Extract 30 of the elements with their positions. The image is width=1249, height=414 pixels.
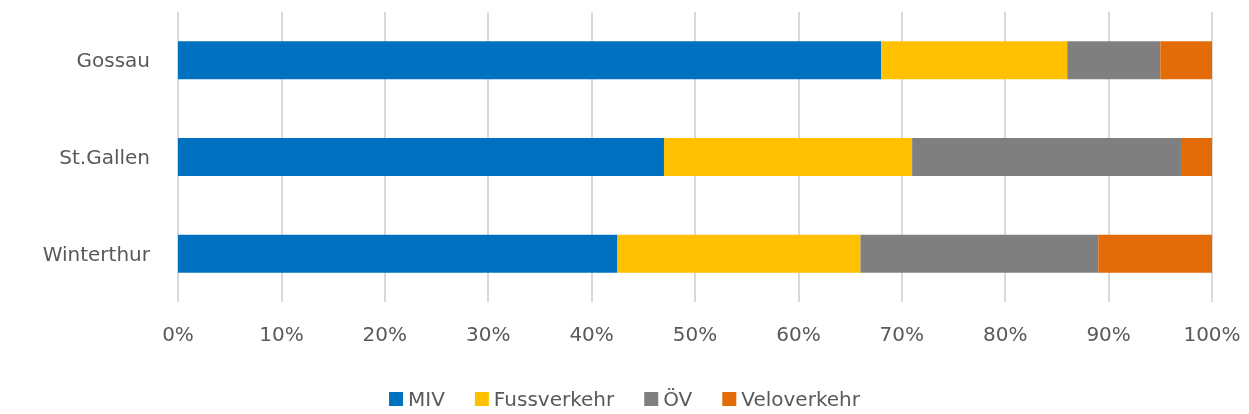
bar <box>860 234 1099 273</box>
bar <box>178 234 618 273</box>
bar <box>617 234 861 273</box>
legend-label: MIV <box>408 387 446 411</box>
bar <box>178 41 882 80</box>
bar <box>1067 41 1161 80</box>
x-tick-label: 90% <box>1086 322 1131 346</box>
x-tick-label: 80% <box>982 322 1028 346</box>
bar <box>912 138 1181 176</box>
x-tick-label: 0% <box>162 322 194 346</box>
legend-label: Fussverkehr <box>493 387 616 411</box>
x-tick-label: 10% <box>259 322 304 346</box>
bar <box>881 41 1068 80</box>
x-tick-label: 40% <box>569 322 614 346</box>
legend-label: ÖV <box>663 387 693 411</box>
bar <box>1180 138 1212 176</box>
x-tick-label: 50% <box>672 322 718 346</box>
bar <box>1098 234 1212 273</box>
y-tick-label: St.Gallen <box>59 145 150 169</box>
bar <box>663 138 913 176</box>
y-tick-label: Winterthur <box>42 241 151 266</box>
x-tick-label: 30% <box>465 322 511 346</box>
y-tick-label: Gossau <box>76 48 150 73</box>
x-tick-label: 60% <box>776 322 821 346</box>
legend-label: Veloverkehr <box>741 387 861 411</box>
x-tick-label: 100% <box>1183 322 1241 346</box>
x-tick-label: 20% <box>362 322 408 346</box>
bar <box>178 138 664 176</box>
x-tick-label: 70% <box>879 322 925 346</box>
bar <box>1160 41 1212 80</box>
